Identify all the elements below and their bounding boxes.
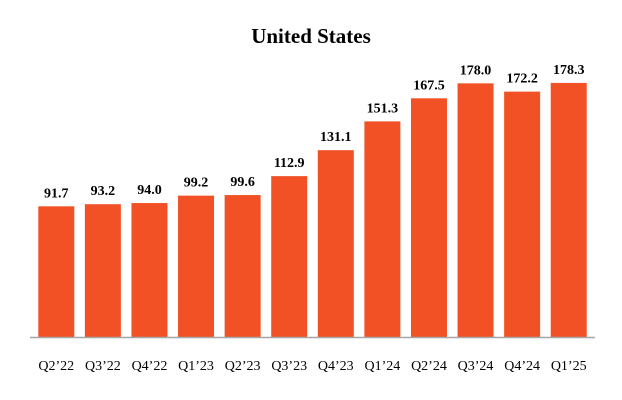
bars-layer [38, 82, 587, 338]
bar-1 [84, 204, 121, 337]
bar-6 [317, 150, 354, 337]
x-tick-labels-layer: Q2’22 Q3’22 Q4’22 Q1’23 Q2’23 Q3’23 Q4’23 Q1’24… [38, 359, 586, 374]
x-tick-label-2: Q4’22 [132, 359, 168, 374]
data-label-11: 178.3 [553, 63, 585, 78]
data-label-5: 112.9 [274, 156, 305, 171]
x-tick-label-0: Q2’22 [38, 359, 74, 374]
data-label-3: 99.2 [184, 176, 209, 191]
data-label-10: 172.2 [506, 72, 538, 87]
data-label-6: 131.1 [320, 130, 352, 145]
bar-0 [38, 206, 75, 337]
bar-11 [550, 82, 587, 337]
x-tick-label-10: Q4’24 [504, 359, 540, 374]
data-label-7: 151.3 [367, 101, 399, 116]
x-tick-label-3: Q1’23 [178, 359, 214, 374]
x-tick-label-8: Q2’24 [411, 359, 447, 374]
x-tick-label-4: Q2’23 [225, 359, 261, 374]
data-label-2: 94.0 [137, 183, 162, 198]
x-tick-label-7: Q1’24 [364, 359, 400, 374]
bar-10 [504, 91, 541, 338]
data-label-1: 93.2 [91, 184, 116, 199]
bar-9 [457, 83, 494, 337]
bar-7 [364, 121, 401, 338]
data-label-9: 178.0 [460, 63, 492, 78]
data-label-4: 99.6 [230, 175, 255, 190]
x-tick-label-11: Q1’25 [551, 359, 587, 374]
x-tick-label-6: Q4’23 [318, 359, 354, 374]
x-tick-label-1: Q3’22 [85, 359, 121, 374]
data-label-8: 167.5 [413, 78, 445, 93]
bar-3 [178, 195, 215, 337]
x-tick-label-5: Q3’23 [271, 359, 307, 374]
bar-4 [224, 195, 261, 337]
bar-5 [271, 176, 308, 337]
bar-8 [410, 98, 447, 337]
chart-title: United States [251, 24, 371, 48]
bar-2 [131, 203, 168, 337]
x-tick-label-9: Q3’24 [458, 359, 494, 374]
data-labels-layer: 91.7 93.2 94.0 99.2 99.6 112.9 131.1 151.3 167.5… [44, 63, 584, 201]
data-label-0: 91.7 [44, 186, 69, 201]
